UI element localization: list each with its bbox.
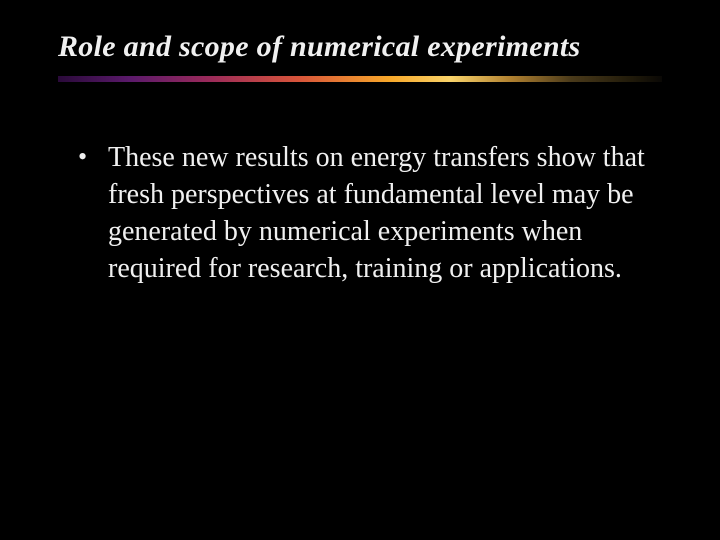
title-underline-divider: [58, 76, 662, 82]
slide-title: Role and scope of numerical experiments: [58, 30, 662, 64]
bullet-list: These new results on energy transfers sh…: [58, 140, 662, 288]
slide-container: Role and scope of numerical experiments …: [0, 0, 720, 540]
list-item: These new results on energy transfers sh…: [72, 140, 662, 288]
